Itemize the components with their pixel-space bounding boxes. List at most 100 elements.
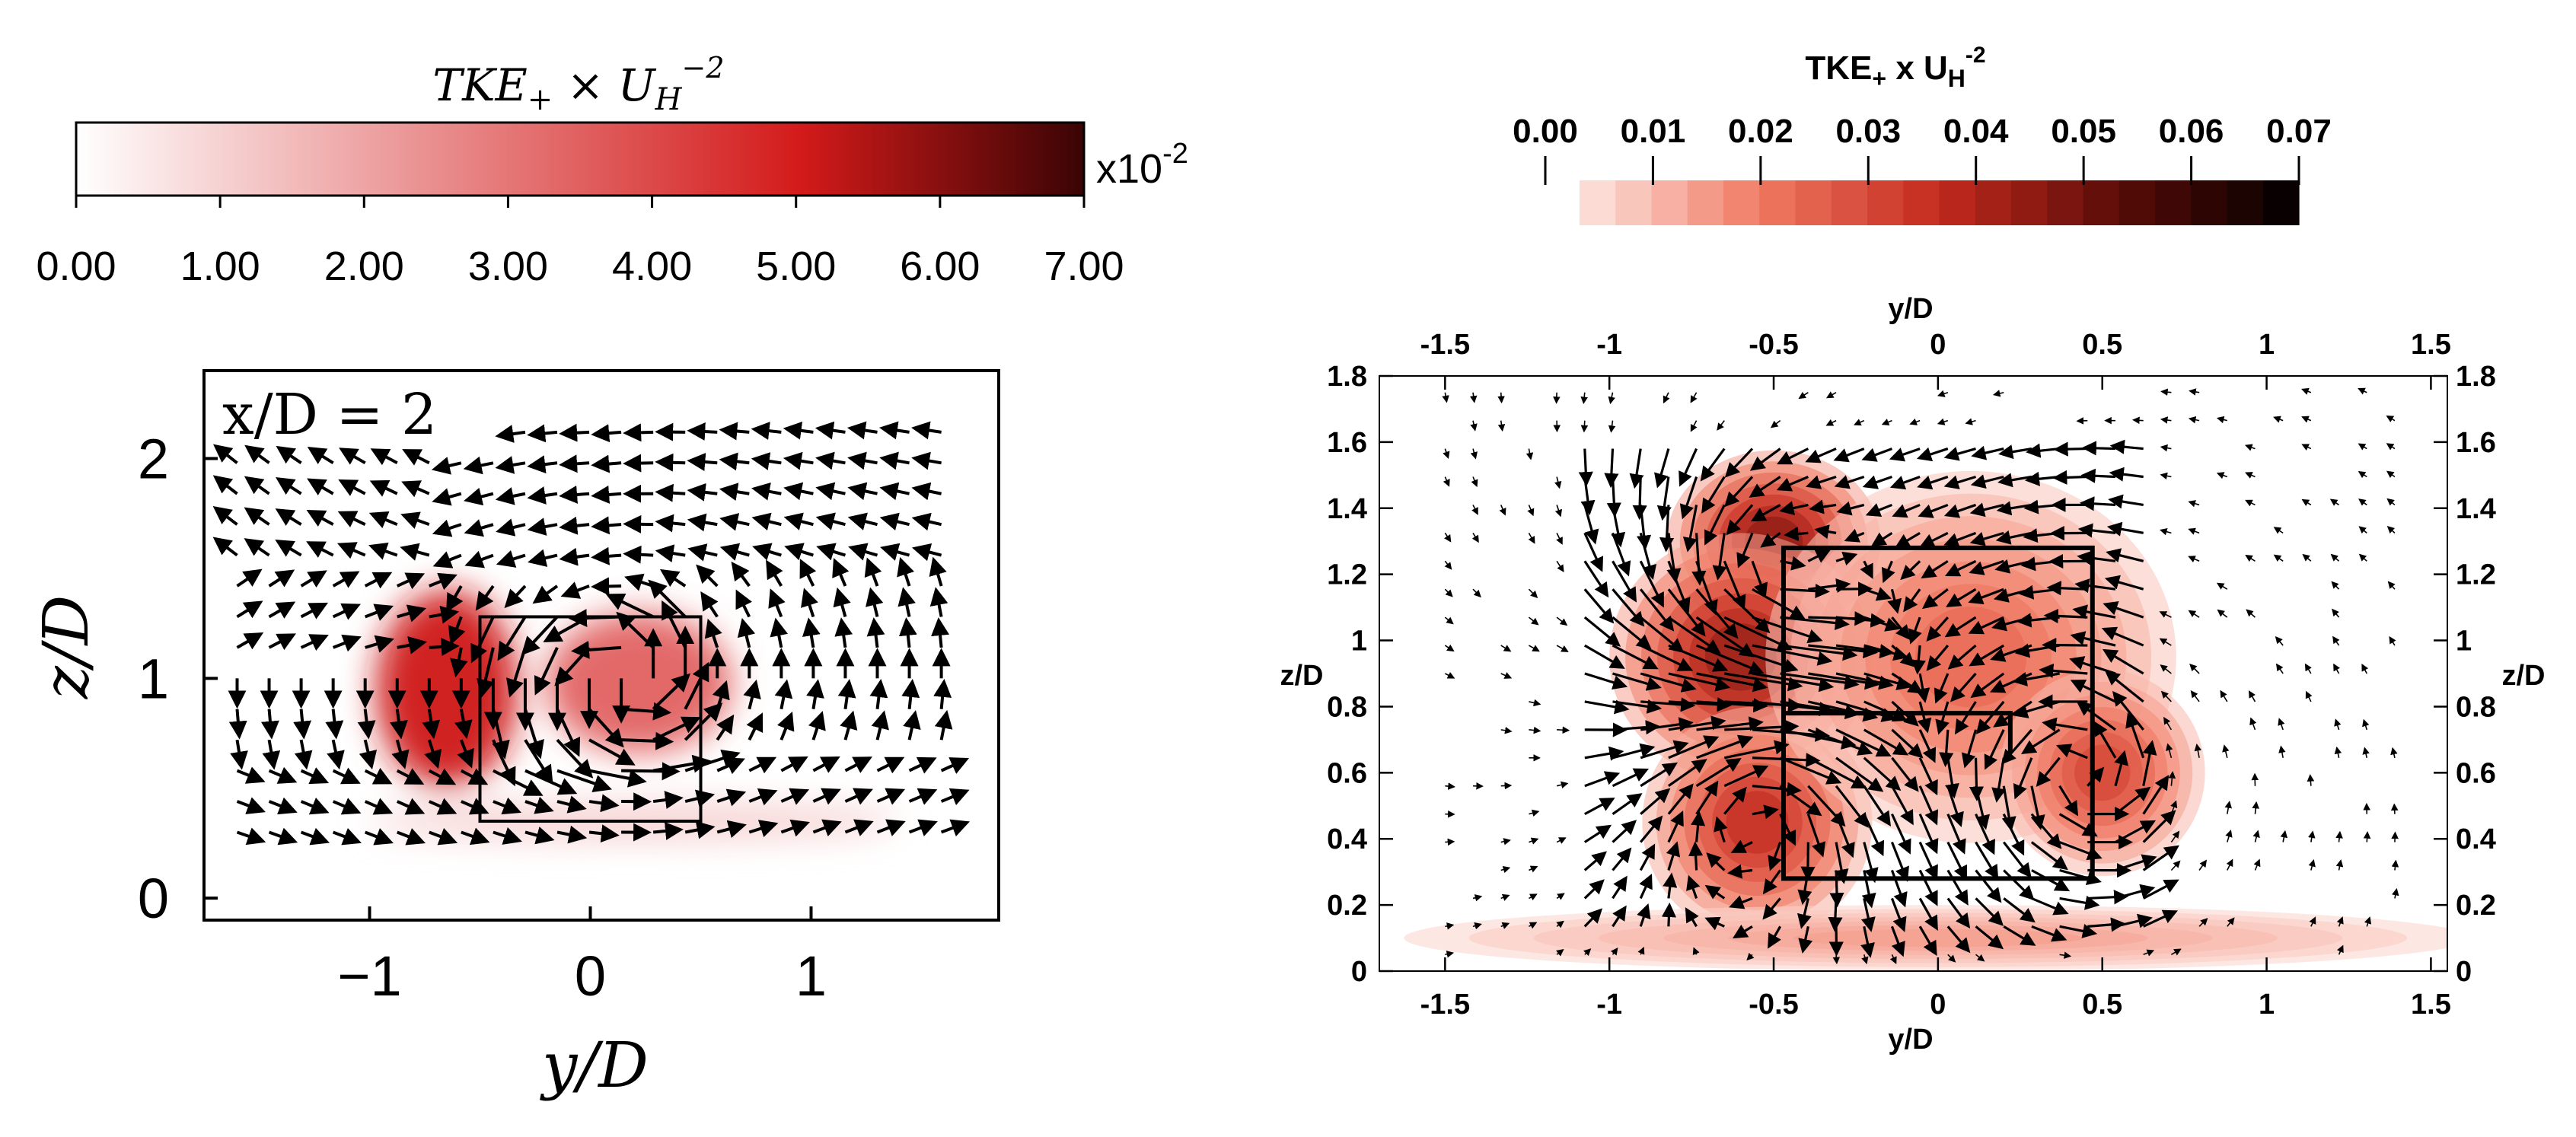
right-vector xyxy=(2329,498,2339,506)
right-vector xyxy=(1760,532,1781,548)
right-vector xyxy=(1554,505,1562,518)
right-colorbar-step xyxy=(1867,180,1904,225)
left-vector xyxy=(495,425,526,443)
right-vector xyxy=(2002,841,2032,878)
left-vector xyxy=(847,512,878,530)
right-vector xyxy=(2160,690,2172,702)
left-vector xyxy=(876,756,905,774)
right-vector xyxy=(2390,803,2399,814)
left-vector xyxy=(777,711,795,740)
right-vector xyxy=(2170,860,2181,871)
right-vector xyxy=(2020,728,2061,754)
left-vector xyxy=(591,577,622,596)
right-vector xyxy=(1911,645,1926,675)
right-vector xyxy=(1723,560,1746,610)
left-vector xyxy=(559,454,590,473)
right-vector xyxy=(1667,759,1707,788)
right-vector xyxy=(1701,476,1726,514)
right-vector xyxy=(2142,879,2179,900)
left-vector xyxy=(655,544,686,562)
right-vector xyxy=(1528,588,1538,599)
right-vector xyxy=(1500,782,1513,790)
right-vector xyxy=(1836,501,1865,516)
left-vector xyxy=(495,456,526,474)
right-colorbar-title-mid: x U xyxy=(1886,49,1948,87)
right-vector xyxy=(1890,841,1909,882)
left-vector xyxy=(276,445,302,464)
left-vector xyxy=(294,739,313,770)
right-vector xyxy=(2226,858,2233,871)
left-vector xyxy=(719,513,750,531)
right-vector xyxy=(1917,475,1949,490)
right-vector xyxy=(1556,533,1563,545)
right-vector xyxy=(1762,897,1781,920)
right-vector xyxy=(2392,887,2399,899)
right-vector xyxy=(2225,830,2233,842)
right-vector xyxy=(1937,390,1949,397)
right-vector xyxy=(1800,842,1816,881)
right-colorbar-step xyxy=(1939,180,1976,225)
left-vector xyxy=(591,454,622,473)
left-vector xyxy=(504,584,527,609)
right-vector xyxy=(1946,897,1971,929)
left-xtick-label: 0 xyxy=(575,944,606,1008)
right-vector xyxy=(1825,391,1837,399)
left-vector xyxy=(911,421,942,440)
right-colorbar: TKE+ x UH-2 0.00 0.01 0.02 0.03 0.04 0.05 0.06… xyxy=(1513,43,2332,225)
right-ytick-label-right: 1 xyxy=(2456,626,2472,658)
right-vector xyxy=(1717,420,1725,431)
right-vector xyxy=(1939,729,1954,768)
left-vector xyxy=(397,636,428,654)
left-vector xyxy=(684,789,716,807)
right-vector xyxy=(2307,774,2315,786)
left-vector xyxy=(616,611,655,649)
left-vector xyxy=(908,788,938,805)
right-vector xyxy=(1612,820,1637,843)
left-vector xyxy=(268,827,298,846)
left-vector xyxy=(864,557,882,587)
left-vector xyxy=(391,739,410,769)
left-vector xyxy=(652,822,684,840)
right-vector xyxy=(1442,392,1449,403)
right-vector xyxy=(1528,616,1539,626)
right-vector xyxy=(1726,504,1754,536)
right-vector xyxy=(2189,663,2200,674)
left-vector xyxy=(940,757,970,774)
right-vector xyxy=(1861,447,1892,462)
right-vector xyxy=(1612,699,1663,714)
right-vector xyxy=(2386,470,2396,479)
right-vector xyxy=(2160,528,2172,536)
left-vector xyxy=(652,716,701,741)
right-vector xyxy=(1704,884,1726,900)
right-vector xyxy=(1443,448,1450,460)
right-vector xyxy=(1637,903,1651,927)
right-vector xyxy=(1780,672,1860,690)
left-vector xyxy=(496,518,526,537)
left-vector xyxy=(244,444,270,464)
right-vector xyxy=(2301,444,2312,451)
left-vector xyxy=(506,647,527,698)
right-vector xyxy=(1527,505,1535,517)
right-vector xyxy=(1497,392,1505,404)
right-vector xyxy=(1612,672,1662,691)
left-vector xyxy=(684,820,716,839)
right-vector xyxy=(2160,388,2172,396)
right-vector xyxy=(1639,588,1675,632)
right-vector xyxy=(1612,560,1637,603)
right-vector xyxy=(1834,842,1849,884)
right-tke-contour xyxy=(2074,744,2131,801)
right-vector xyxy=(1921,559,1949,579)
right-vector xyxy=(1975,869,2002,903)
left-vector xyxy=(244,476,270,495)
right-colorbar-tick-label: 0.01 xyxy=(1621,113,1686,150)
right-ytick-label-left: 1.4 xyxy=(1327,493,1367,525)
right-vector xyxy=(2058,785,2079,817)
left-vector xyxy=(812,788,841,805)
right-vector xyxy=(2105,670,2144,703)
left-xlabel: y/D xyxy=(539,1030,649,1102)
right-vector xyxy=(1921,588,1949,610)
right-colorbar-step xyxy=(1903,180,1940,225)
right-vector xyxy=(2358,498,2367,506)
left-vector xyxy=(784,543,814,561)
left-vector xyxy=(524,826,555,845)
